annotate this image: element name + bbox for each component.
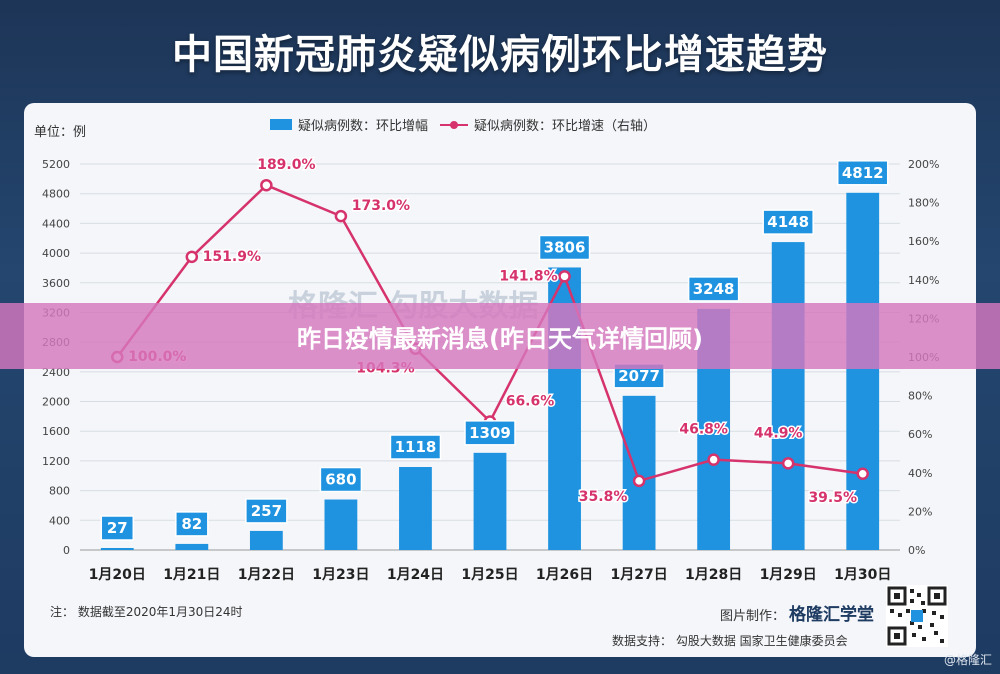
credit-maker: 图片制作： 格隆汇学堂 (720, 600, 874, 625)
bar-value-box (762, 209, 814, 235)
bar-value-label: 3806 (544, 238, 586, 256)
legend-line-swatch (440, 119, 469, 130)
bar (399, 467, 432, 550)
chart-panel (24, 103, 976, 657)
y2-tick-label: 20% (908, 505, 932, 518)
y-tick-label: 1600 (42, 425, 70, 438)
bar-value-label: 3248 (693, 280, 735, 298)
y-tick-label: 4000 (42, 247, 70, 260)
line-point (856, 467, 869, 481)
legend-line-label: 疑似病例数：环比增速（右轴） (474, 119, 657, 134)
bar-value-box (389, 434, 442, 460)
bar-value-label: 4812 (842, 164, 884, 182)
y2-tick-label: 40% (908, 467, 932, 480)
x-tick-label: 1月24日 (387, 567, 444, 583)
line-point (781, 457, 795, 470)
bar-value-label: 1309 (469, 424, 511, 442)
line-value-label: 66.6% (506, 393, 555, 409)
y-tick-label: 4800 (42, 188, 70, 201)
footnote: 注： 数据截至2020年1月30日24时 (50, 605, 243, 619)
y-tick-label: 800 (49, 485, 70, 498)
line-value-label: 189.0% (257, 157, 315, 173)
bar-value-label: 82 (181, 515, 202, 533)
headline-text: 昨日疫情最新消息(昨日天气详情回顾) (297, 324, 703, 353)
unit-label: 单位：例 (34, 125, 87, 140)
bar (622, 395, 656, 550)
y-tick-label: 4400 (42, 217, 70, 230)
bar-value-box (464, 420, 516, 446)
bar-value-label: 2077 (618, 367, 660, 385)
x-tick-label: 1月23日 (312, 567, 369, 583)
bar (771, 242, 805, 551)
y-tick-label: 2400 (42, 366, 70, 379)
line-value-label: 141.8% (499, 268, 557, 284)
y-tick-label: 3600 (42, 277, 70, 290)
page-title: 中国新冠肺炎疑似病例环比增速趋势 (172, 32, 828, 78)
y-tick-label: 5200 (42, 158, 70, 171)
bar-value-box (687, 276, 740, 302)
bar-value-box (245, 498, 288, 524)
bar-value-label: 27 (107, 519, 128, 537)
x-tick-label: 1月27日 (610, 567, 667, 583)
bar-value-label: 1118 (395, 438, 437, 456)
bar (324, 499, 358, 550)
bar-value-box (538, 234, 591, 261)
x-tick-label: 1月28日 (685, 567, 742, 583)
bar (249, 530, 283, 550)
line-point (707, 453, 720, 466)
y2-tick-label: 0% (908, 544, 925, 557)
y2-tick-label: 180% (908, 197, 939, 210)
bar-value-label: 4148 (767, 213, 809, 231)
credit-source: 数据支持： 勾股大数据 国家卫生健康委员会 (612, 634, 848, 648)
bar-value-box (175, 511, 209, 537)
y-tick-label: 1200 (42, 455, 70, 468)
line-point (260, 178, 273, 192)
x-tick-label: 1月30日 (834, 567, 891, 583)
legend-bar-swatch (270, 119, 292, 130)
y2-tick-label: 200% (908, 158, 939, 171)
corner-watermark: @格隆汇 (943, 653, 992, 667)
x-tick-label: 1月29日 (760, 567, 817, 583)
x-tick-label: 1月26日 (536, 567, 593, 583)
y-tick-label: 400 (49, 514, 70, 527)
line-value-label: 35.8% (579, 489, 628, 505)
line-value-label: 39.5% (808, 490, 857, 506)
line-point (558, 270, 571, 283)
bar (473, 452, 507, 550)
legend-bar-label: 疑似病例数：环比增幅 (298, 119, 429, 134)
legend: 疑似病例数：环比增幅 疑似病例数：环比增速（右轴） (270, 115, 656, 134)
line-value-label: 151.9% (203, 249, 261, 265)
y2-tick-label: 80% (908, 390, 932, 403)
credit-brand: 格隆汇学堂 (789, 605, 875, 625)
y-tick-label: 2000 (42, 396, 70, 409)
bar (175, 543, 209, 550)
y2-tick-label: 140% (908, 274, 939, 287)
headline-banner: 昨日疫情最新消息(昨日天气详情回顾) (0, 303, 1000, 369)
y2-tick-label: 60% (908, 428, 932, 441)
line-value-label: 173.0% (352, 198, 410, 214)
line-point (632, 474, 646, 488)
bar-value-box (319, 466, 363, 493)
bar (846, 192, 880, 550)
qr-code-icon (886, 585, 948, 647)
line-value-label: 46.8% (679, 422, 728, 438)
line-point (185, 250, 199, 264)
credit-maker-label: 图片制作： (720, 609, 786, 624)
bar-value-box (836, 160, 889, 186)
y-tick-label: 0 (63, 544, 70, 557)
bar-value-label: 680 (325, 471, 356, 489)
x-tick-label: 1月20日 (89, 567, 146, 583)
y2-tick-label: 160% (908, 235, 939, 248)
line-point (334, 209, 348, 223)
bar-value-label: 257 (251, 502, 282, 520)
bar-value-box (100, 515, 135, 541)
x-tick-label: 1月21日 (163, 567, 220, 583)
x-tick-label: 1月22日 (238, 567, 295, 583)
bar (100, 547, 134, 550)
line-value-label: 44.9% (754, 425, 803, 441)
x-tick-label: 1月25日 (461, 567, 518, 583)
